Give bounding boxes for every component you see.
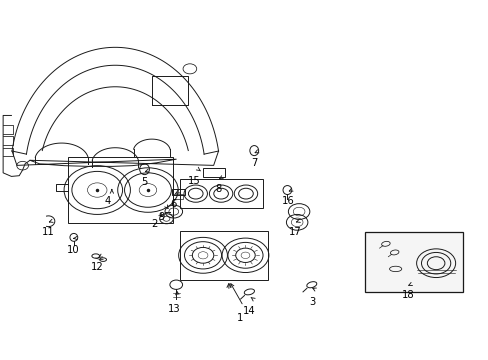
Text: 15: 15 — [187, 176, 200, 186]
Text: 13: 13 — [167, 304, 180, 314]
Text: 14: 14 — [243, 306, 255, 315]
Bar — [172, 189, 184, 195]
Text: 11: 11 — [42, 227, 55, 237]
Text: 6: 6 — [170, 199, 177, 209]
Text: 3: 3 — [309, 297, 315, 307]
Bar — [180, 179, 263, 208]
Bar — [68, 157, 172, 223]
Bar — [365, 231, 462, 292]
Text: 17: 17 — [289, 227, 302, 237]
Text: 8: 8 — [215, 184, 222, 194]
Bar — [173, 194, 183, 199]
Text: 12: 12 — [91, 262, 103, 273]
Text: 16: 16 — [282, 196, 294, 206]
Text: 18: 18 — [401, 291, 413, 301]
Bar — [180, 231, 267, 280]
Text: 1: 1 — [236, 313, 243, 323]
Text: 4: 4 — [104, 196, 111, 206]
Text: 9: 9 — [158, 212, 164, 221]
Text: 2: 2 — [151, 220, 157, 229]
Text: 7: 7 — [250, 158, 257, 168]
Text: 5: 5 — [141, 177, 147, 187]
Text: 10: 10 — [66, 244, 79, 255]
Bar — [203, 168, 224, 177]
